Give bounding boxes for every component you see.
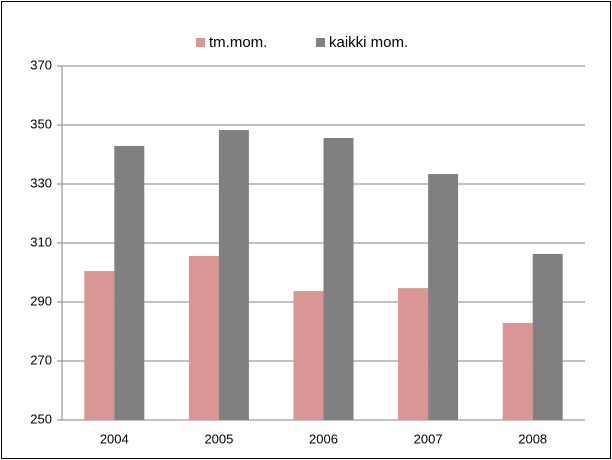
- bar: [502, 322, 533, 420]
- x-tick-label: 2004: [100, 431, 129, 446]
- legend-label: kaikki mom.: [329, 34, 408, 51]
- legend-marker: [316, 38, 325, 47]
- bar: [84, 271, 115, 420]
- bar: [532, 253, 563, 420]
- y-tick-label: 290: [30, 293, 52, 308]
- x-tick-label: 2007: [414, 431, 443, 446]
- bar: [398, 288, 429, 420]
- y-tick-label: 310: [30, 234, 52, 249]
- x-tick-label: 2005: [204, 431, 233, 446]
- legend-label: tm.mom.: [209, 34, 267, 51]
- x-tick-label: 2008: [518, 431, 547, 446]
- bar: [114, 145, 145, 420]
- bar: [188, 255, 219, 420]
- bar: [323, 137, 354, 421]
- legend-marker: [196, 38, 205, 47]
- y-tick-label: 270: [30, 352, 52, 367]
- bar: [293, 291, 324, 420]
- x-tick-label: 2006: [309, 431, 338, 446]
- y-tick-label: 370: [30, 57, 52, 72]
- y-tick-label: 330: [30, 175, 52, 190]
- y-tick-label: 350: [30, 116, 52, 131]
- bar: [428, 173, 459, 420]
- y-tick-label: 250: [30, 411, 52, 426]
- bar: [218, 130, 249, 420]
